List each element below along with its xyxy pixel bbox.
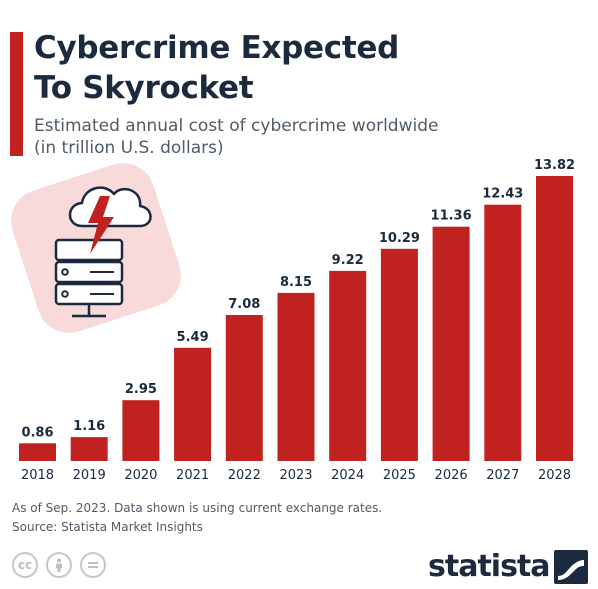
value-label-2024: 9.22	[332, 253, 364, 268]
x-tick-labels-group: 2018 2019 2020 2021 2022 2023 2024 2025 2026 2027…	[21, 468, 571, 483]
bar-2024	[329, 270, 367, 461]
value-label-2022: 7.08	[228, 297, 260, 312]
bar-2025	[380, 248, 418, 461]
chart-title: Cybercrime Expected To Skyrocket	[34, 28, 554, 108]
bar-2028	[536, 176, 573, 461]
license-icons: cc	[12, 552, 106, 578]
x-tick-2024: 2024	[331, 468, 364, 483]
x-tick-2027: 2027	[486, 468, 519, 483]
server-cloud-illustration	[11, 163, 181, 333]
x-tick-2019: 2019	[73, 468, 106, 483]
value-label-2021: 5.49	[177, 330, 209, 345]
statista-logo-icon	[553, 550, 588, 584]
x-tick-2021: 2021	[176, 468, 209, 483]
chart-subtitle: Estimated annual cost of cybercrime worl…	[34, 115, 554, 159]
subtitle-line-2: (in trillion U.S. dollars)	[34, 138, 224, 158]
bar-2027	[484, 204, 522, 461]
value-label-2026: 11.36	[431, 209, 472, 224]
x-tick-2028: 2028	[538, 468, 571, 483]
footnote: As of Sep. 2023. Data shown is using cur…	[12, 501, 383, 515]
logo-text: statista	[428, 549, 551, 584]
x-tick-2026: 2026	[435, 468, 468, 483]
bar-2021	[174, 347, 212, 461]
server-icon	[54, 238, 124, 318]
bar-2023	[277, 292, 315, 461]
x-tick-2018: 2018	[21, 468, 54, 483]
statista-logo[interactable]: statista	[428, 550, 588, 584]
x-tick-2025: 2025	[383, 468, 416, 483]
bar-2019	[70, 437, 108, 461]
title-accent-bar	[10, 32, 23, 156]
subtitle-line-1: Estimated annual cost of cybercrime worl…	[34, 116, 439, 136]
nd-equals-icon[interactable]	[80, 552, 106, 578]
value-label-2025: 10.29	[379, 231, 420, 246]
title-line-1: Cybercrime Expected	[34, 30, 399, 66]
source-note: Source: Statista Market Insights	[12, 520, 203, 534]
bars-group	[19, 176, 573, 461]
value-label-2020: 2.95	[125, 382, 157, 397]
bar-2026	[432, 226, 470, 461]
x-tick-2022: 2022	[228, 468, 261, 483]
value-label-2028: 13.82	[534, 158, 575, 173]
value-label-2018: 0.86	[21, 425, 53, 440]
bar-chart: 0.86 1.16 2.95 5.49 7.08 8.15 9.22 10.29 11.36 12…	[11, 158, 575, 483]
x-tick-2020: 2020	[124, 468, 157, 483]
value-label-2027: 12.43	[482, 187, 523, 202]
lightning-icon	[88, 196, 114, 254]
by-person-icon[interactable]	[46, 552, 72, 578]
cloud-icon	[68, 186, 152, 228]
bar-2020	[122, 400, 160, 461]
x-tick-2023: 2023	[279, 468, 312, 483]
bar-2018	[19, 443, 56, 461]
title-line-2: To Skyrocket	[34, 70, 254, 106]
cc-icon[interactable]: cc	[12, 552, 38, 578]
bar-2022	[225, 315, 263, 461]
value-label-2019: 1.16	[73, 419, 105, 434]
value-labels-group: 0.86 1.16 2.95 5.49 7.08 8.15 9.22 10.29 11.36 12…	[21, 158, 575, 440]
value-label-2023: 8.15	[280, 275, 312, 290]
